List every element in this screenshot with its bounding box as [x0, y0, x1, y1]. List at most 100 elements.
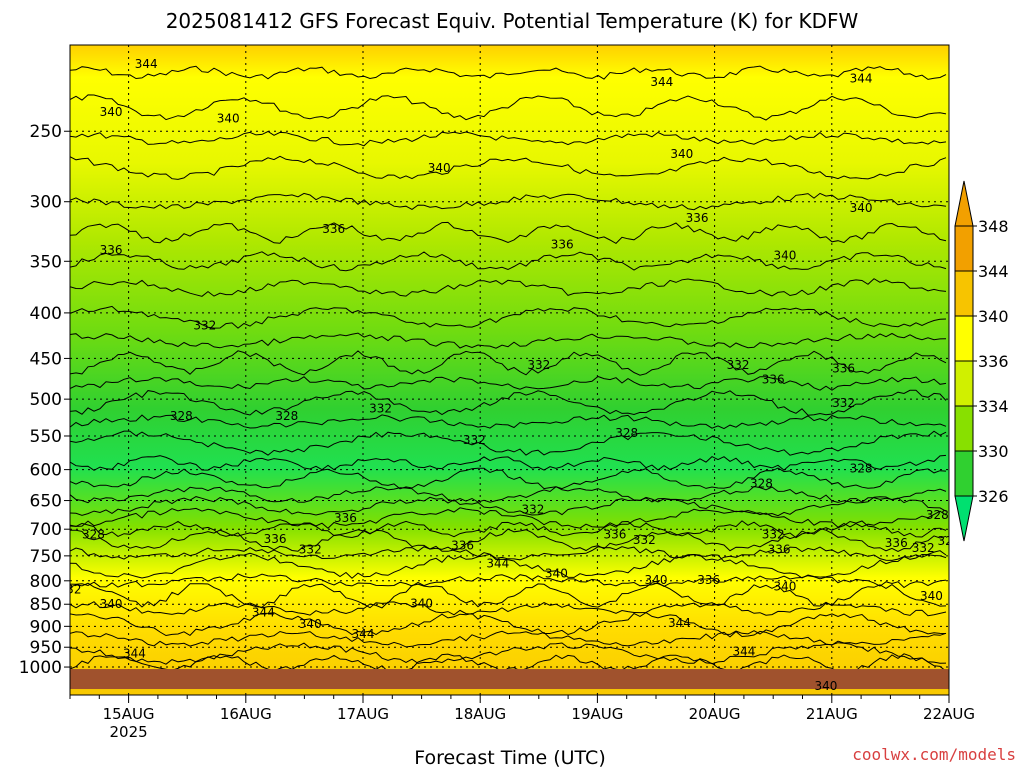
- contour-label: 340: [814, 679, 837, 693]
- contour-label: 328: [170, 409, 193, 423]
- y-tick-label: 800: [30, 572, 62, 592]
- contour-label: 328: [850, 461, 873, 475]
- contour-label: 344: [732, 644, 755, 658]
- contour-label: 332: [727, 358, 750, 372]
- contour-line: [70, 485, 947, 504]
- contour-line: [70, 573, 947, 589]
- contour-line: [70, 454, 947, 471]
- contour-label: 324: [938, 534, 961, 548]
- contour-labels: 344 344 344 340 340 340 340 340 340 336 336 336 336 3…: [59, 57, 961, 693]
- contour-line: [70, 221, 947, 245]
- colorbar-segment: [954, 225, 974, 272]
- y-tick-label: 250: [30, 122, 62, 142]
- colorbar-label: 334: [978, 397, 1009, 416]
- contour-label: 332: [633, 533, 656, 547]
- contour-label: 336: [885, 536, 908, 550]
- contour-line: [70, 251, 947, 272]
- contour-label: 344: [352, 627, 375, 641]
- contour-label: 336: [768, 543, 791, 557]
- contour-label: 340: [100, 105, 123, 119]
- contour-line: [70, 552, 947, 579]
- y-tick-label: 500: [30, 390, 62, 410]
- y-tick-label: 700: [30, 520, 62, 540]
- contour-line: [70, 612, 947, 637]
- y-tick-label: 900: [30, 617, 62, 637]
- contour-label: 332: [59, 582, 82, 596]
- contour-label: 328: [926, 508, 949, 522]
- contour-label: 336: [334, 511, 357, 525]
- contour-label: 344: [252, 605, 275, 619]
- contour-label: 336: [686, 211, 709, 225]
- colorbar-segment: [954, 450, 974, 497]
- contour-label: 328: [82, 528, 105, 542]
- contour-line: [70, 350, 947, 376]
- y-axis: 2503003504004505005506006507007508008509…: [19, 122, 70, 678]
- contour-line: [70, 467, 947, 490]
- x-tick-label: 15AUG: [103, 705, 155, 723]
- contour-label: 332: [912, 541, 935, 555]
- ground-terrain: [70, 669, 949, 690]
- contour-label: 332: [369, 401, 392, 415]
- x-tick-label: 17AUG: [337, 705, 389, 723]
- contour-label: 340: [428, 161, 451, 175]
- contour-label: 332: [299, 543, 322, 557]
- contour-label: 340: [100, 597, 123, 611]
- contour-label: 340: [545, 566, 568, 580]
- contour-line: [70, 305, 947, 329]
- contour-label: 328: [275, 409, 298, 423]
- y-tick-label: 350: [30, 252, 62, 272]
- plot-area: 344 344 344 340 340 340 340 340 340 336 336 336 336 3…: [59, 45, 961, 695]
- y-tick-label: 950: [30, 638, 62, 658]
- x-tick-label: 19AUG: [571, 705, 623, 723]
- contour-label: 332: [527, 358, 550, 372]
- contour-label: 340: [410, 596, 433, 610]
- contour-label: 340: [773, 249, 796, 263]
- colorbar-bottom-arrow: [954, 495, 974, 542]
- chart-title: 2025081412 GFS Forecast Equiv. Potential…: [166, 9, 859, 33]
- contour-label: 336: [551, 237, 574, 251]
- contour-line: [70, 375, 947, 391]
- credit-link[interactable]: coolwx.com/models: [852, 745, 1016, 764]
- colorbar-segment: [954, 405, 974, 452]
- y-tick-label: 750: [30, 547, 62, 567]
- contour-label: 336: [322, 222, 345, 236]
- y-tick-label: 600: [30, 461, 62, 481]
- contour-line: [70, 507, 947, 529]
- contour-line: [70, 414, 947, 430]
- contour-line: [70, 496, 947, 517]
- x-tick-label: 16AUG: [220, 705, 272, 723]
- contour-label: 332: [463, 433, 486, 447]
- colorbar-top-arrow: [954, 180, 974, 227]
- contour-label: 344: [123, 646, 146, 660]
- contour-label: 340: [645, 573, 668, 587]
- contour-label: 336: [762, 372, 785, 386]
- contour-label: 336: [100, 243, 123, 257]
- colorbar-label: 340: [978, 307, 1009, 326]
- contour-label: 340: [217, 112, 240, 126]
- y-tick-label: 300: [30, 193, 62, 213]
- contour-line: [70, 332, 947, 349]
- y-tick-label: 450: [30, 349, 62, 369]
- x-tick-label: 21AUG: [806, 705, 858, 723]
- colorbar-segment: [954, 360, 974, 407]
- contour-label: 340: [920, 589, 943, 603]
- contour-label: 332: [521, 502, 544, 516]
- colorbar-label: 326: [978, 487, 1009, 506]
- contour-label: 344: [650, 75, 673, 89]
- colorbar-segment: [954, 315, 974, 362]
- contour-line: [70, 546, 947, 561]
- contour-line: [70, 630, 947, 648]
- contour-label: 336: [832, 362, 855, 376]
- y-tick-label: 850: [30, 595, 62, 615]
- contour-line: [70, 642, 947, 665]
- contour-label: 336: [697, 573, 720, 587]
- colorbar-segment: [954, 270, 974, 317]
- contour-label: 340: [299, 617, 322, 631]
- grid-lines: [70, 45, 949, 695]
- y-tick-label: 650: [30, 492, 62, 512]
- contour-line: [70, 65, 947, 80]
- contour-line: [70, 601, 947, 617]
- contour-label: 340: [773, 580, 796, 594]
- contour-line: [70, 155, 947, 180]
